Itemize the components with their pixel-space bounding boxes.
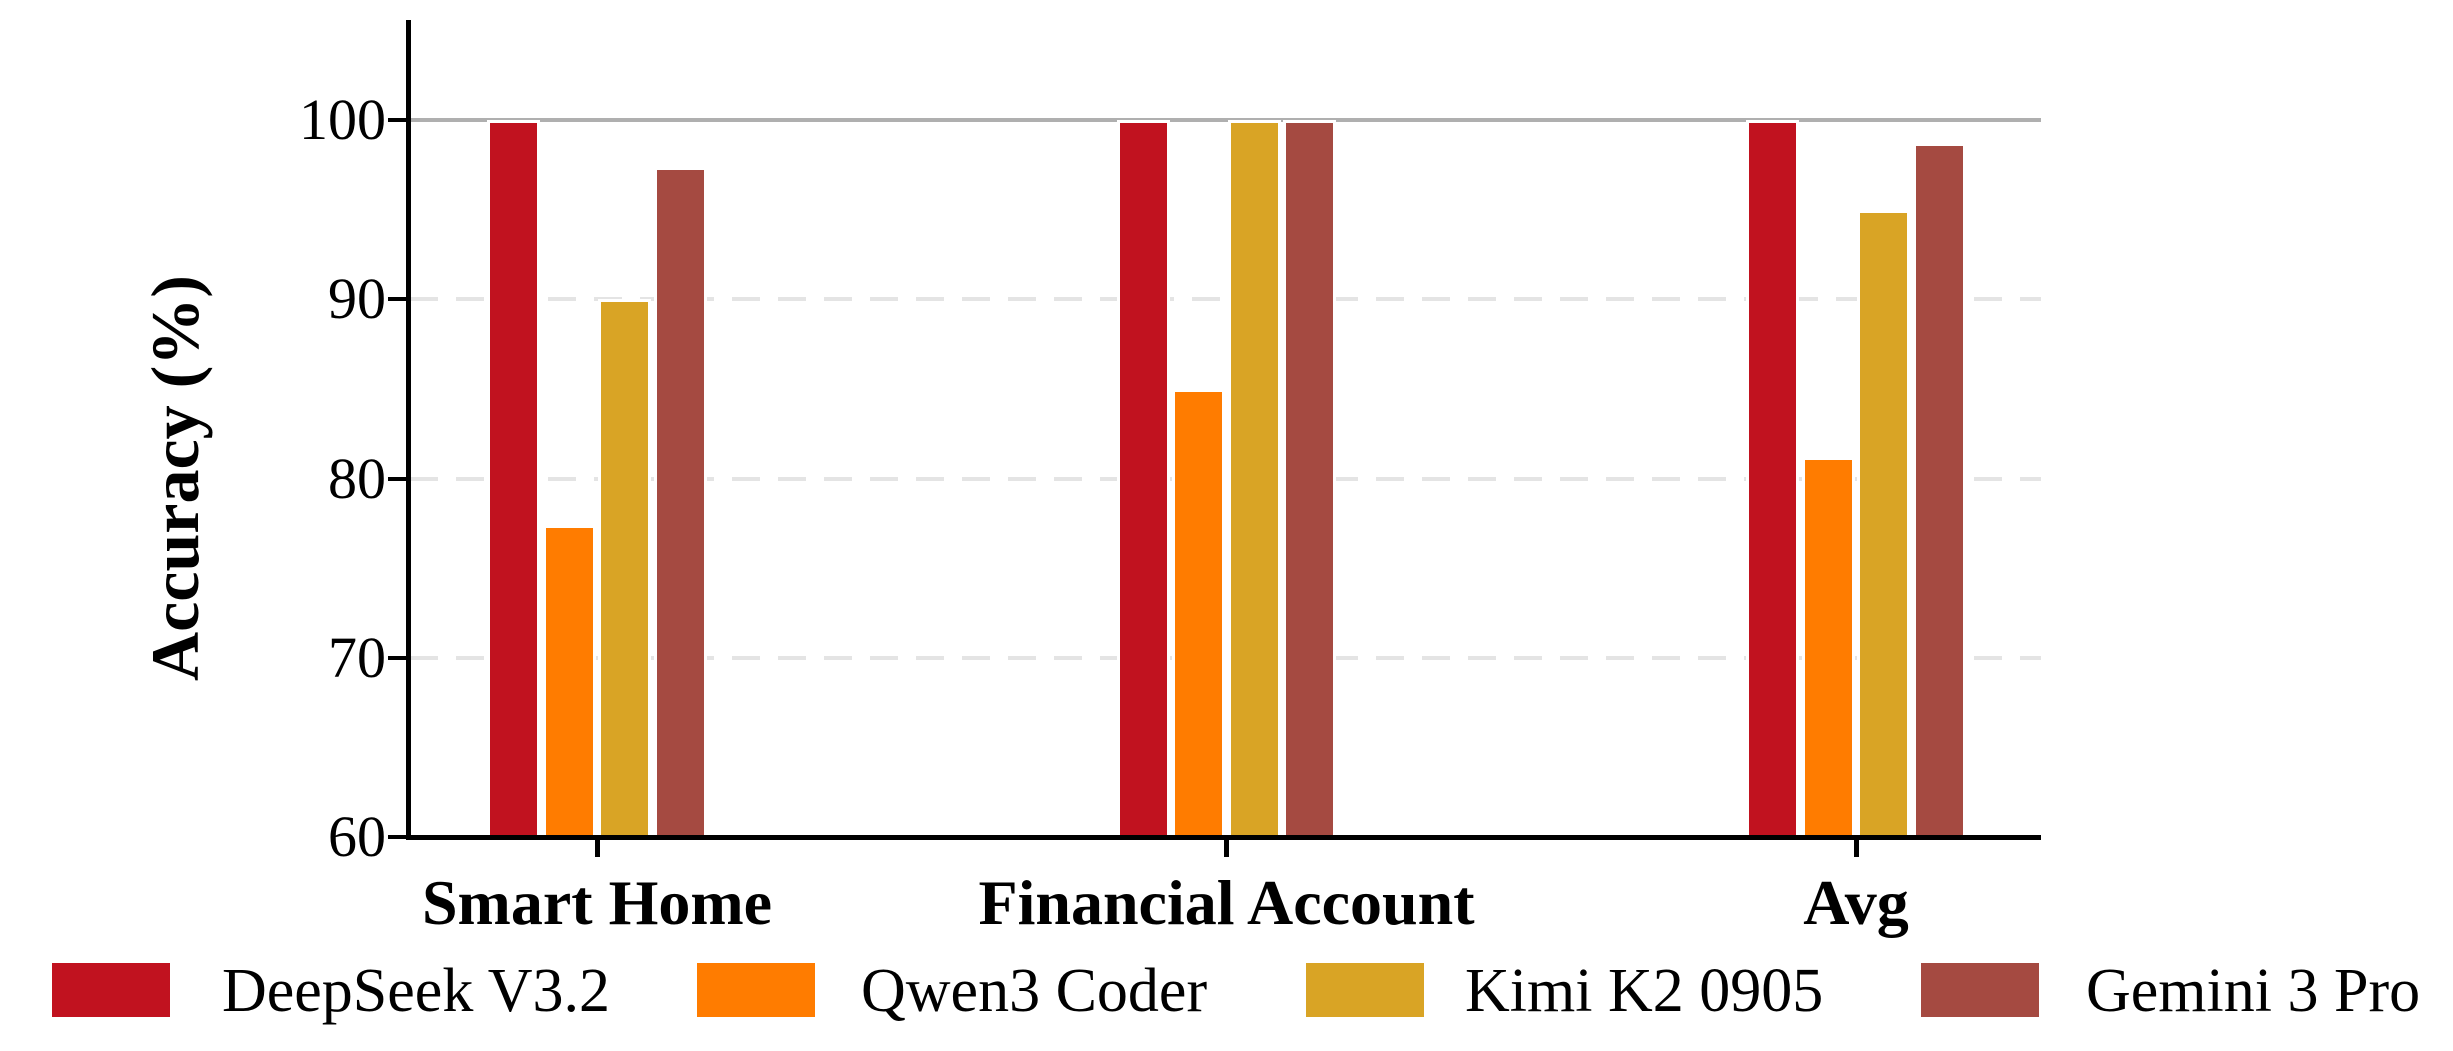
gridline-solid-100 <box>410 118 2041 122</box>
gridline-dashed-80 <box>410 476 2041 481</box>
x-axis-spine <box>406 835 2041 840</box>
bar-deepseek-v3-2-smart-home <box>487 120 541 837</box>
legend-label-deepseek-v3-2: DeepSeek V3.2 <box>222 957 610 1025</box>
bar-kimi-k2-0905-financial-account <box>1227 120 1281 837</box>
y-tick-label-60: 60 <box>328 804 386 869</box>
bar-kimi-k2-0905-avg <box>1857 209 1911 837</box>
legend-swatch-deepseek-v3-2 <box>52 963 170 1017</box>
y-tick-label-70: 70 <box>328 624 386 690</box>
x-category-label-smart-home: Smart Home <box>421 867 773 938</box>
legend-swatch-qwen3-coder <box>697 963 815 1017</box>
bar-kimi-k2-0905-smart-home <box>598 299 652 837</box>
y-tick-100 <box>388 118 406 122</box>
bar-qwen3-coder-financial-account <box>1172 388 1226 837</box>
x-category-label-financial-account: Financial Account <box>978 867 1475 938</box>
x-tick-smart-home <box>594 840 600 857</box>
y-tick-60 <box>388 835 406 839</box>
legend-swatch-gemini-3-pro <box>1921 963 2039 1017</box>
y-axis-title: Accuracy (%) <box>137 275 213 681</box>
x-category-label-avg: Avg <box>1803 867 1909 938</box>
bar-gemini-3-pro-financial-account <box>1283 120 1337 837</box>
gridline-dashed-90 <box>410 297 2041 302</box>
bar-gemini-3-pro-smart-home <box>653 166 707 837</box>
legend-label-kimi-k2-0905: Kimi K2 0905 <box>1465 957 1824 1025</box>
bar-qwen3-coder-avg <box>1801 456 1855 837</box>
legend-label-qwen3-coder: Qwen3 Coder <box>861 957 1208 1025</box>
x-tick-avg <box>1853 840 1859 857</box>
legend-label-gemini-3-pro: Gemini 3 Pro <box>2086 957 2421 1025</box>
y-axis-spine <box>406 20 411 840</box>
y-tick-label-100: 100 <box>299 87 386 152</box>
y-tick-label-80: 80 <box>328 445 386 511</box>
legend-swatch-kimi-k2-0905 <box>1306 963 1424 1017</box>
x-tick-financial-account <box>1224 840 1229 857</box>
gridline-dashed-70 <box>410 655 2041 660</box>
y-tick-70 <box>388 655 406 660</box>
bar-deepseek-v3-2-financial-account <box>1116 120 1170 837</box>
bar-qwen3-coder-smart-home <box>542 525 596 837</box>
y-tick-label-90: 90 <box>328 266 386 332</box>
bar-deepseek-v3-2-avg <box>1746 120 1800 837</box>
y-tick-80 <box>388 476 406 481</box>
y-tick-90 <box>388 297 406 302</box>
bar-gemini-3-pro-avg <box>1912 143 1966 837</box>
